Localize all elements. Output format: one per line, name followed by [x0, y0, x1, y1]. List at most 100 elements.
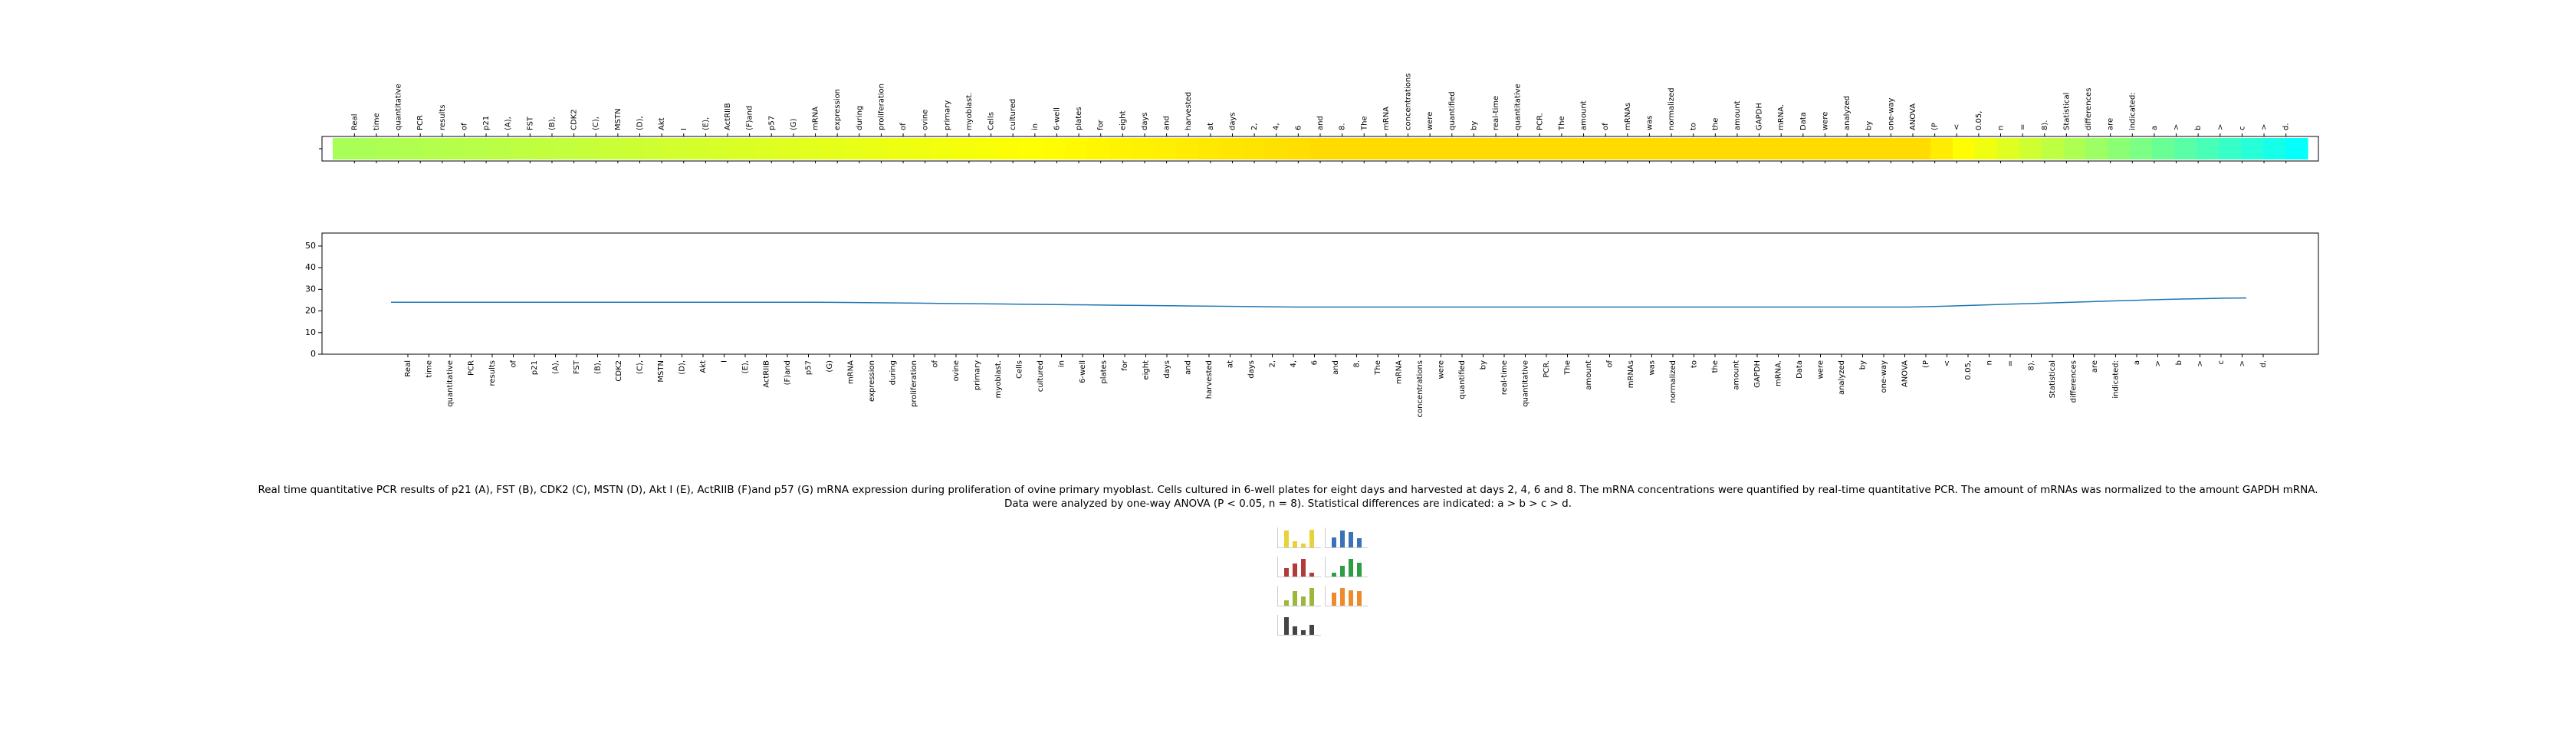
heatmap-tick-label: ActRIIB: [724, 103, 732, 130]
thumbnail-bar: [1293, 626, 1297, 635]
line-x-tick-label: >: [2239, 360, 2247, 366]
heatmap-tick-label: real-time: [1492, 96, 1500, 130]
heatmap-tick-label: FST: [526, 116, 534, 130]
line-plot-frame: [321, 232, 2319, 355]
heatmap-tick-label: p57: [767, 116, 776, 130]
line-x-tick-label: ovine: [952, 360, 961, 381]
heatmap-cell: [776, 138, 800, 159]
heatmap-cell: [1309, 138, 1332, 159]
heatmap-tick-label: (P: [1931, 123, 1940, 130]
heatmap-cell: [954, 138, 977, 159]
heatmap-cell: [688, 138, 711, 159]
heatmap-tick-label: the: [1711, 118, 1720, 130]
heatmap-cell: [2219, 138, 2242, 159]
line-x-tick-label: quantified: [1458, 360, 1467, 399]
heatmap-tick-label: (C),: [592, 117, 600, 130]
heatmap-cell: [1686, 138, 1710, 159]
thumbnail-bar: [1301, 544, 1306, 547]
heatmap-cell: [1842, 138, 1865, 159]
heatmap-tick-label: myoblast.: [965, 93, 974, 130]
heatmap-tick-label: concentrations: [1405, 74, 1413, 130]
line-x-tick-label: 6-well: [1079, 360, 1087, 383]
line-x-tick-label: 0.05,: [1964, 360, 1973, 380]
heatmap-tick-label: to: [1690, 123, 1698, 130]
line-x-tick-label: PCR.: [1543, 360, 1551, 378]
heatmap-cell: [1131, 138, 1155, 159]
line-x-tick-label: 8.: [1353, 360, 1362, 368]
line-chart: 0 10 20 30 40 50 Real time quantitative PCR result…: [305, 232, 2319, 417]
heatmap-cell: [488, 138, 511, 159]
line-x-tick-label: 2,: [1269, 360, 1277, 368]
line-x-tick-label: primary: [974, 360, 982, 390]
thumbnail-bar: [1293, 564, 1297, 577]
heatmap-cell: [1442, 138, 1465, 159]
heatmap-cell: [798, 138, 822, 159]
heatmap-tick-label: quantitative: [395, 84, 403, 130]
heatmap-tick-label: was: [1645, 115, 1654, 130]
thumbnail-bar: [1301, 630, 1306, 635]
line-x-tick-label: GAPDH: [1753, 360, 1762, 388]
line-x-tick-label: c: [2217, 360, 2226, 365]
line-x-tick-label: cultured: [1037, 360, 1045, 392]
heatmap-tick-label: CDK2: [570, 109, 579, 130]
thumbnail-bar: [1293, 591, 1297, 606]
heatmap-cell: [1175, 138, 1199, 159]
heatmap-tick-label: expression: [833, 89, 842, 130]
heatmap-tick-label: normalized: [1668, 87, 1676, 130]
heatmap-tick-label: indicated:: [2128, 92, 2137, 130]
heatmap-cell: [1952, 138, 1976, 159]
heatmap-cell: [665, 138, 688, 159]
thumbnail-panel: [1277, 557, 1321, 577]
heatmap-cell: [887, 138, 911, 159]
line-x-tick-label: results: [488, 360, 497, 386]
heatmap-cell: [2196, 138, 2220, 159]
thumbnail-panel: [1325, 527, 1368, 548]
line-x-tick-label: quantitative: [1522, 360, 1530, 407]
heatmap-cell: [2085, 138, 2109, 159]
heatmap-cell: [1198, 138, 1221, 159]
heatmap-tick-label: 6: [1294, 126, 1303, 130]
heatmap-cell: [2108, 138, 2131, 159]
heatmap-cell: [2019, 138, 2042, 159]
heatmap-cell: [1353, 138, 1376, 159]
heatmap-cell: [1908, 138, 1931, 159]
heatmap-cell: [1043, 138, 1066, 159]
heatmap-tick-label: were: [1821, 112, 1829, 130]
line-x-tick-label: mRNAs: [1627, 360, 1635, 388]
heatmap-tick-label: amount: [1580, 100, 1589, 130]
heatmap-tick-label: mRNA.: [1777, 104, 1786, 130]
heatmap-tick-label: and: [1316, 116, 1325, 130]
heatmap-cell: [554, 138, 577, 159]
thumbnail-bar: [1332, 573, 1336, 577]
line-series: [391, 297, 2247, 308]
heatmap-tick-label: quantified: [1448, 91, 1457, 130]
heatmap-cell: [2063, 138, 2087, 159]
heatmap-tick-label: mRNA: [812, 107, 820, 130]
heatmap-cell: [1974, 138, 1998, 159]
line-x-tick-label: The: [1564, 360, 1572, 376]
heatmap-tick-label: <: [1953, 124, 1961, 130]
heatmap-tick-label: 8).: [2041, 120, 2049, 130]
line-x-tick-label: plates: [1100, 360, 1109, 384]
line-x-tick-label: for: [1121, 360, 1129, 371]
heatmap-cell: [976, 138, 999, 159]
heatmap-cell: [1575, 138, 1598, 159]
line-x-tick-label: real-time: [1500, 360, 1509, 395]
line-x-tick-label: mRNA: [1395, 360, 1404, 384]
thumbnail-image: [1273, 524, 1368, 644]
heatmap-cell: [1664, 138, 1687, 159]
heatmap-tick-label: of: [460, 123, 468, 130]
line-x-tick-label: b: [2175, 360, 2183, 365]
line-x-tick-label: (B),: [594, 360, 603, 374]
heatmap-cell: [843, 138, 866, 159]
heatmap-tick-label: 4,: [1273, 123, 1281, 130]
heatmap-cell: [1641, 138, 1665, 159]
heatmap-cell: [577, 138, 600, 159]
heatmap-cell: [1420, 138, 1443, 159]
line-x-tick-label: days: [1247, 360, 1256, 379]
line-x-tick-label: quantitative: [446, 360, 455, 407]
line-x-tick-label: by: [1859, 360, 1868, 370]
heatmap-tick-label: >: [2173, 124, 2181, 130]
heatmap-tick-label: time: [373, 113, 381, 130]
heatmap-cell: [820, 138, 844, 159]
